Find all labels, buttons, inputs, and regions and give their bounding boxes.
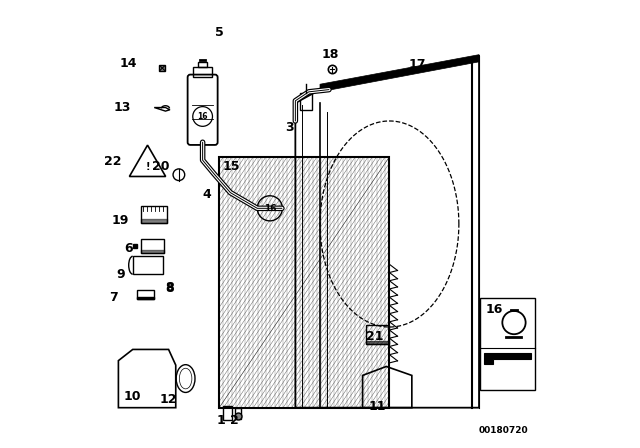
Text: 16: 16 [264, 204, 276, 213]
Circle shape [193, 107, 212, 126]
Bar [223, 406, 232, 420]
Bar [132, 256, 163, 274]
Text: 10: 10 [124, 390, 141, 403]
Text: 6: 6 [124, 242, 132, 255]
Text: 18: 18 [321, 48, 339, 61]
Text: 15: 15 [223, 160, 240, 173]
Bar [198, 62, 207, 67]
Bar [141, 206, 167, 223]
Text: 16: 16 [197, 112, 208, 121]
Bar [235, 408, 241, 419]
Bar [365, 325, 389, 344]
Text: !: ! [145, 162, 150, 172]
Text: 5: 5 [215, 26, 223, 39]
Text: 22: 22 [104, 155, 122, 168]
Text: 8: 8 [166, 281, 174, 294]
Bar [300, 93, 312, 110]
Text: 19: 19 [112, 214, 129, 228]
Text: 17: 17 [409, 58, 426, 72]
Bar [220, 157, 390, 408]
Text: 11: 11 [369, 400, 386, 414]
Text: 14: 14 [120, 57, 137, 70]
Text: 1: 1 [216, 414, 225, 427]
Bar [137, 290, 154, 299]
Text: 16: 16 [486, 302, 503, 316]
Text: 13: 13 [113, 101, 131, 114]
Text: 3: 3 [285, 121, 294, 134]
Polygon shape [484, 353, 531, 364]
Text: 8: 8 [166, 282, 174, 296]
Text: 7: 7 [109, 291, 117, 305]
Text: 21: 21 [366, 330, 383, 344]
Text: 9: 9 [116, 267, 125, 281]
Polygon shape [320, 55, 479, 92]
Text: 2: 2 [230, 414, 238, 427]
Circle shape [257, 196, 282, 221]
Text: 00180720: 00180720 [479, 426, 529, 435]
Text: 20: 20 [152, 160, 170, 173]
Text: 12: 12 [160, 393, 177, 406]
Text: 4: 4 [203, 188, 211, 202]
Bar [481, 298, 535, 390]
Polygon shape [137, 297, 154, 299]
Bar [193, 67, 212, 77]
Bar [141, 239, 164, 253]
